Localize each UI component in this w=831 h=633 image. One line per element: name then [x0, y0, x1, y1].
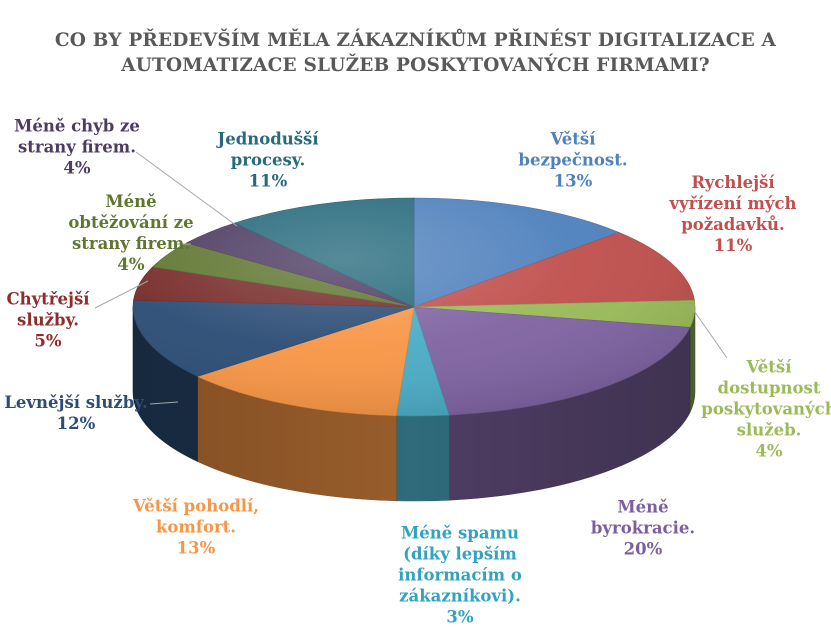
chart-title-line-1: CO BY PŘEDEVŠÍM MĚLA ZÁKAZNÍKŮM PŘINÉST …	[54, 30, 777, 51]
slice-label-7-line-1: Levnější služby.	[4, 393, 148, 412]
slice-label-7: Levnější služby. 12%	[4, 392, 147, 434]
slice-label-5-line-3: informacím o	[398, 565, 522, 585]
slice-label-2-line-1: Rychlejší	[691, 173, 775, 192]
slice-label-3: Větší dostupnost poskytovaných služeb. 4%	[701, 357, 831, 462]
chart-title-line-2: AUTOMATIZACE SLUŽEB POSKYTOVANÝCH FIRMAM…	[121, 55, 710, 76]
slice-percent-10: 4%	[63, 158, 91, 178]
leader-line-3	[689, 304, 728, 359]
slice-label-9: Méně obtěžování ze strany firem. 4%	[68, 191, 193, 275]
slice-percent-4: 20%	[623, 539, 663, 559]
leader-line-10	[135, 151, 238, 227]
slice-percent-11: 11%	[248, 171, 288, 191]
pie-gloss	[133, 198, 695, 416]
slice-label-11: Jednodušší procesy. 11%	[217, 129, 318, 192]
slice-label-1-line-1: Větší	[550, 129, 596, 149]
slice-label-8-line-2: služby.	[17, 310, 79, 330]
slice-label-2: Rychlejší vyřízení mých požadavků. 11%	[669, 172, 796, 256]
slice-label-3-line-4: služeb.	[736, 420, 802, 440]
slice-label-11-line-2: procesy.	[230, 150, 306, 170]
slice-label-2-line-3: požadavků.	[681, 215, 785, 234]
slice-label-8: Chytřejší služby. 5%	[6, 289, 89, 352]
slice-label-10: Méně chyb ze strany firem. 4%	[14, 116, 140, 179]
slice-label-1-line-2: bezpečnost.	[518, 150, 628, 170]
slice-label-10-line-1: Méně chyb ze	[14, 116, 140, 136]
slice-label-3-line-3: poskytovaných	[701, 399, 831, 419]
leader-line-8	[94, 280, 149, 309]
slice-label-6-line-2: komfort.	[155, 517, 237, 537]
slice-percent-6: 13%	[176, 538, 216, 558]
slice-percent-5: 3%	[446, 607, 474, 627]
pie-slices	[132, 197, 696, 417]
slice-label-9-line-2: obtěžování ze	[68, 213, 194, 232]
slice-percent-3: 4%	[755, 441, 783, 461]
slice-percent-8: 5%	[34, 331, 62, 351]
slice-label-4-line-1: Méně	[617, 497, 669, 517]
slice-label-5-line-2: (díky lepším	[403, 544, 517, 564]
slice-label-3-line-1: Větší	[746, 357, 792, 377]
pie-side-walls	[132, 306, 696, 502]
chart-title: CO BY PŘEDEVŠÍM MĚLA ZÁKAZNÍKŮM PŘINÉST …	[0, 28, 831, 78]
slice-label-5-line-1: Méně spamu	[401, 523, 519, 543]
slice-label-5-line-4: zákazníkovi).	[399, 586, 521, 606]
slice-percent-2: 11%	[713, 236, 753, 255]
slice-label-8-line-1: Chytřejší	[6, 289, 90, 309]
slice-label-9-line-3: strany firem.	[71, 234, 191, 253]
slice-label-6: Větší pohodlí, komfort. 13%	[133, 496, 259, 559]
slice-label-6-line-1: Větší pohodlí,	[132, 496, 260, 516]
pie-side-shading	[133, 307, 695, 501]
leader-line-7	[149, 401, 179, 405]
leader-lines	[94, 151, 728, 405]
slice-percent-1: 13%	[553, 171, 593, 191]
slice-percent-7: 12%	[56, 414, 96, 433]
slice-label-5: Méně spamu (díky lepším informacím o zákazn…	[398, 523, 522, 628]
slice-label-3-line-2: dostupnost	[717, 378, 821, 398]
slice-label-10-line-2: strany firem.	[17, 137, 136, 157]
slice-label-11-line-1: Jednodušší	[217, 129, 319, 149]
slice-label-4: Méně byrokracie. 20%	[591, 497, 695, 560]
slice-label-9-line-1: Méně	[105, 192, 157, 211]
slice-percent-9: 4%	[117, 255, 145, 274]
slice-label-4-line-2: byrokracie.	[590, 518, 696, 538]
slice-label-2-line-2: vyřízení mých	[669, 194, 797, 213]
slice-label-1: Větší bezpečnost. 13%	[518, 129, 627, 192]
